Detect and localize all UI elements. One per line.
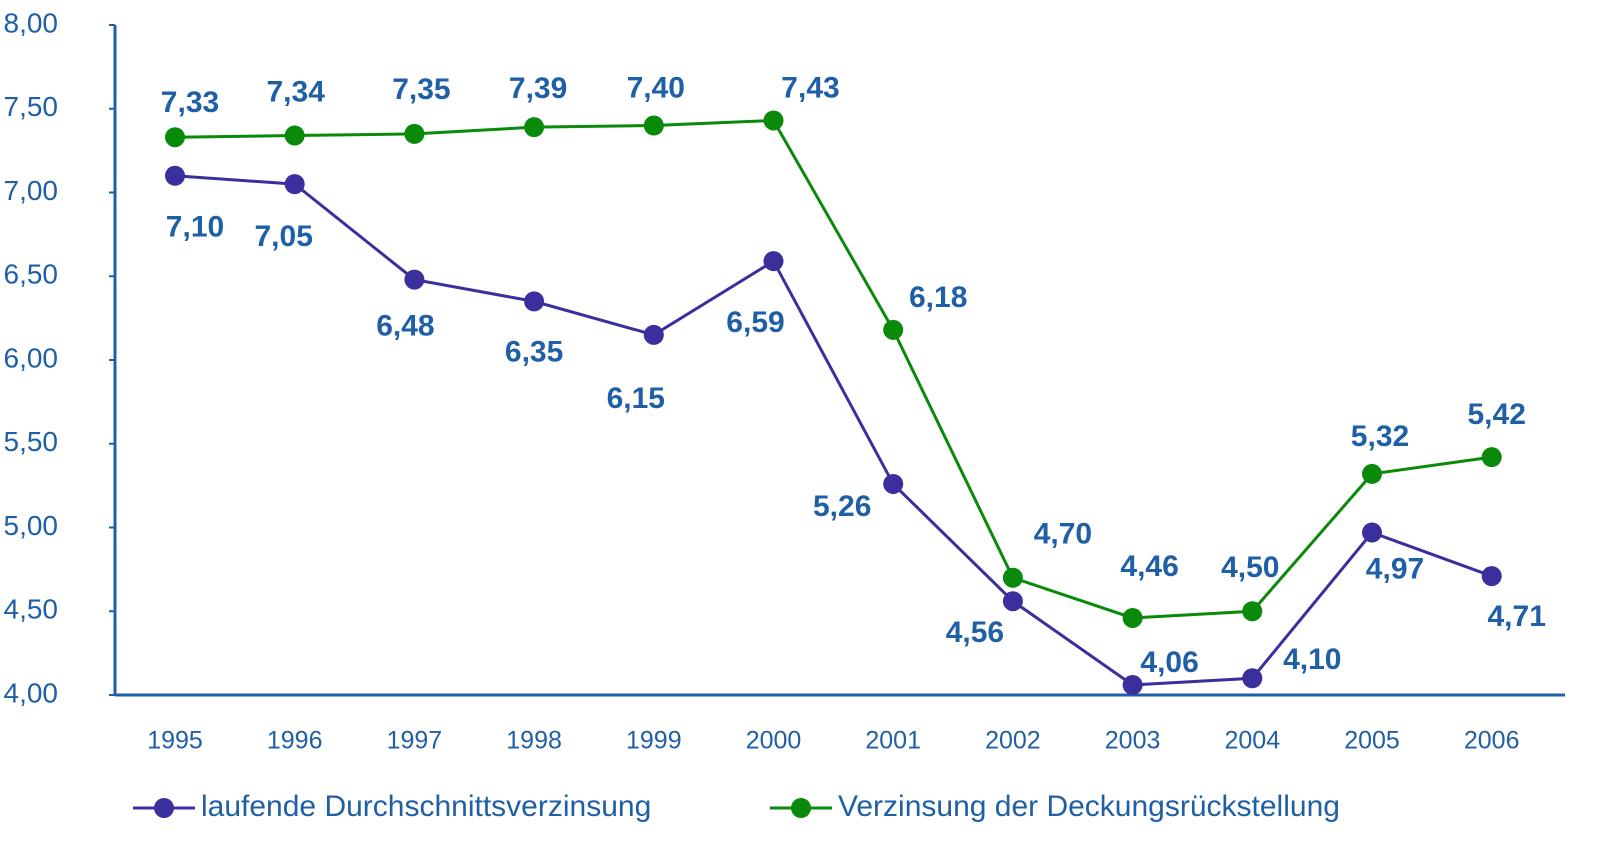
data-label: 5,32 [1351,420,1409,453]
data-label: 7,10 [166,211,224,244]
data-label: 4,50 [1221,551,1279,584]
legend-marker [154,798,174,818]
data-label: 5,26 [813,490,871,523]
data-point [1481,447,1502,468]
data-label: 7,34 [267,75,326,108]
data-point [284,125,305,146]
data-label: 7,35 [392,73,450,106]
data-label: 4,97 [1366,552,1424,585]
data-label: 6,59 [726,306,784,339]
x-tick-label: 1995 [147,727,203,755]
data-point [763,110,784,131]
x-tick-label: 2004 [1224,727,1280,755]
data-point [643,115,664,136]
data-label: 4,10 [1283,643,1341,676]
data-point [883,319,904,340]
data-point [1481,566,1502,587]
data-point [284,174,305,195]
data-label: 4,56 [946,616,1004,649]
data-label: 6,48 [376,310,434,343]
x-tick-label: 1996 [267,727,323,755]
data-point [524,291,545,312]
data-point [165,165,185,186]
data-label: 4,70 [1034,518,1092,551]
x-tick-label: 2001 [865,727,921,755]
y-tick-label: 5,00 [4,510,59,541]
data-label: 4,46 [1120,550,1178,583]
x-tick-label: 2003 [1105,727,1161,755]
x-tick-label: 2005 [1344,727,1400,755]
data-point [763,251,784,272]
x-tick-label: 1997 [387,727,443,755]
x-tick-label: 1999 [626,727,682,755]
y-tick-label: 7,00 [4,175,59,206]
y-tick-label: 6,00 [4,342,59,373]
y-tick-label: 7,50 [4,91,59,122]
x-tick-label: 2000 [746,727,802,755]
data-label: 7,05 [255,220,313,253]
data-point [1122,607,1143,628]
data-point [404,269,425,290]
data-label: 6,15 [607,382,665,415]
data-label: 7,39 [509,72,567,105]
y-tick-label: 4,00 [4,677,59,708]
data-label: 5,42 [1468,398,1526,431]
y-tick-label: 6,50 [4,259,59,290]
legend-label: Verzinsung der Deckungsrückstellung [838,790,1340,823]
data-point [883,473,904,494]
y-tick-label: 8,00 [4,7,59,38]
data-point [1122,674,1143,695]
y-tick-label: 4,50 [4,594,59,625]
series-line [174,118,1492,620]
x-tick-label: 2006 [1464,727,1520,755]
data-label: 4,71 [1488,600,1546,633]
data-point [1362,463,1382,484]
data-label: 7,33 [161,86,219,119]
legend-label: laufende Durchschnittsverzinsung [201,790,651,823]
data-point [1242,668,1263,689]
y-tick-label: 5,50 [4,426,59,457]
x-tick-label: 2002 [985,727,1041,755]
data-point [643,324,664,345]
data-point [1002,591,1023,612]
data-point [524,117,545,138]
data-point [1362,522,1382,543]
series-line [174,174,1493,687]
data-point [404,123,425,144]
data-label: 7,43 [781,71,839,104]
data-label: 6,18 [909,281,967,314]
data-label: 4,06 [1140,646,1198,679]
data-point [165,127,185,148]
legend-marker [791,798,811,818]
data-label: 7,40 [627,71,685,104]
data-point [1242,601,1263,622]
data-point [1002,567,1023,588]
data-label: 6,35 [505,335,563,368]
x-tick-label: 1998 [506,727,562,755]
